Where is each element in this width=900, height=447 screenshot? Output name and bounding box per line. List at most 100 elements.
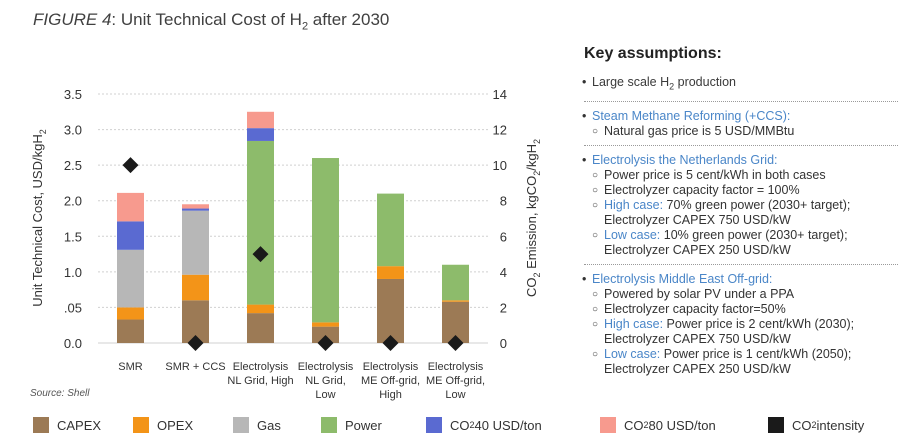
legend-label-opex: OPEX [157,417,194,433]
assumption-smr-gas-price: Natural gas price is 5 USD/MMBtu [592,124,898,139]
co2-intensity-marker [382,335,399,351]
y-tick-label: .05 [64,300,82,315]
assumption-me-offgrid: Electrolysis Middle East Off-grid: Power… [578,272,898,377]
bar-segment-opex [442,300,469,302]
legend-label-gas: Gas [257,417,281,433]
bar-segment-opex [182,274,209,301]
bar-segment-opex [117,307,144,320]
gridlines [98,93,488,344]
legend-swatch-gas [233,417,249,433]
assumption-nl-low: Low case: 10% green power (2030+ target)… [592,228,898,258]
bar-segment-capex [312,326,339,343]
y-tick-label: 1.5 [64,229,82,244]
y2-axis-label-sub2: 2 [532,171,542,176]
y2-axis-label-tail: /kgH [524,144,539,171]
y2-tick-label: 10 [493,158,507,173]
y-tick-label: 3.5 [64,87,82,102]
legend-label-co2-40-pre: CO [450,417,470,433]
figure-title-tail: after 2030 [308,10,390,29]
low-case-text: Power price is 1 cent/kWh (2050); [660,346,852,361]
assumption-nl-subs: Power price is 5 cent/kWh in both cases … [592,168,898,258]
legend-label-co2-80-sub: 2 [643,420,649,430]
low-case-capex: Electrolyzer CAPEX 250 USD/kW [604,242,791,257]
legend-label-co2-40-tail: 40 USD/ton [474,417,542,433]
assumption-me-capacity: Electrolyzer capacity factor=50% [592,302,898,317]
x-tick-label: Electrolysis ME Off-grid, Low [426,361,485,401]
y-tick-label: 2.0 [64,194,82,209]
legend-swatch-co2-80 [600,417,616,433]
co2-intensity-marker [122,157,139,174]
assumption-smr-subs: Natural gas price is 5 USD/MMBtu [592,124,898,139]
legend-item-co2-intensity: CO 2 intensity [768,417,864,433]
legend-item-power: Power [321,417,382,433]
legend-item-co2-80: CO 2 80 USD/ton [600,417,716,433]
y-tick-label: 3.0 [64,123,82,138]
x-tick-label: Electrolysis NL Grid, Low [298,361,354,401]
chart-legend: CAPEX OPEX Gas Power CO 2 40 USD/ton CO 2 … [33,417,893,437]
x-tick-label: Electrolysis NL Grid, High [227,361,293,387]
low-case-label: Low case: [604,346,661,361]
divider [584,144,898,147]
x-tick-label: Electrolysis ME Off-grid, High [361,361,420,401]
y-axis-label: Unit Technical Cost, USD/kgH2 [30,129,48,306]
figure-label: FIGURE 4 [33,10,112,29]
y2-tick-label: 2 [500,300,507,315]
legend-label-co2-80-pre: CO [624,417,644,433]
assumption-me-head: Electrolysis Middle East Off-grid: [592,271,773,286]
assumption-me-subs: Powered by solar PV under a PPA Electrol… [592,287,898,377]
bar-segment-co2-40 [182,208,209,211]
legend-swatch-capex [33,417,49,433]
legend-item-gas: Gas [233,417,281,433]
assumption-smr-head: Steam Methane Reforming (+CCS): [592,108,791,123]
legend-label-intensity-tail: intensity [816,417,865,433]
bars [117,111,469,343]
figure-title-sub: 2 [301,20,309,33]
y2-tick-label: 0 [500,336,507,351]
assumption-me-low: Low case: Power price is 1 cent/kWh (205… [592,347,898,377]
assumptions-list: Large scale H2 production Steam Methane … [578,75,898,377]
high-case-capex: Electrolyzer CAPEX 750 USD/kW [604,212,791,227]
co2-intensity-marker [447,335,464,351]
x-tick-label: SMR + CCS [165,361,225,373]
legend-swatch-opex [133,417,149,433]
y2-axis-label-mid: Emission, kgCO [524,176,539,273]
bar-segment-opex [247,304,274,314]
ticks: 0.0 0 .05 2 1.0 4 1.5 6 2.0 8 2.5 10 3.0 12 3.5 14 SMR SM… [64,87,507,401]
bar-segment-power [442,264,469,301]
legend-swatch-power [321,417,337,433]
high-case-text: 70% green power (2030+ target); [663,197,851,212]
cost-chart: 0.0 0 .05 2 1.0 4 1.5 6 2.0 8 2.5 10 3.0 12 3.5 14 SMR SM… [30,87,542,401]
legend-label-intensity-sub: 2 [811,420,817,430]
y2-tick-label: 12 [493,123,507,138]
legend-item-co2-40: CO 2 40 USD/ton [426,417,542,433]
y-tick-label: 1.0 [64,265,82,280]
legend-item-opex: OPEX [133,417,193,433]
assumption-nl-power-price: Power price is 5 cent/kWh in both cases [592,168,898,183]
assumption-nl-grid: Electrolysis the Netherlands Grid: Power… [578,153,898,258]
assumptions-heading: Key assumptions: [584,45,722,62]
legend-label-co2-80-tail: 80 USD/ton [648,417,716,433]
assumption-scale-text: Large scale H [592,75,670,89]
low-case-capex: Electrolyzer CAPEX 250 USD/kW [604,361,791,376]
key-assumptions-panel: Key assumptions: Large scale H2 producti… [578,45,898,377]
bar-segment-co2-80 [247,111,274,129]
x-tick-label: SMR [118,361,143,373]
figure-title: FIGURE 4: Unit Technical Cost of H2 afte… [33,10,389,32]
y-axis-label-sub: 2 [38,129,48,134]
bar-segment-capex [247,313,274,343]
bar-segment-co2-40 [117,221,144,250]
y-tick-label: 2.5 [64,158,82,173]
bar-segment-co2-80 [182,204,209,209]
legend-swatch-co2-40 [426,417,442,433]
bar-segment-co2-80 [117,192,144,222]
y2-axis-label-pre: CO [524,278,539,298]
low-case-label: Low case: [604,227,661,242]
low-case-text: 10% green power (2030+ target); [660,227,848,242]
y-axis-label-text: Unit Technical Cost, USD/kgH [30,134,45,306]
legend-label-co2-40-sub: 2 [469,420,475,430]
assumption-scale-sub: 2 [669,81,675,92]
y2-tick-label: 8 [500,194,507,209]
legend-swatch-co2-intensity [768,417,784,433]
assumption-nl-high: High case: 70% green power (2030+ target… [592,198,898,228]
high-case-label: High case: [604,316,664,331]
